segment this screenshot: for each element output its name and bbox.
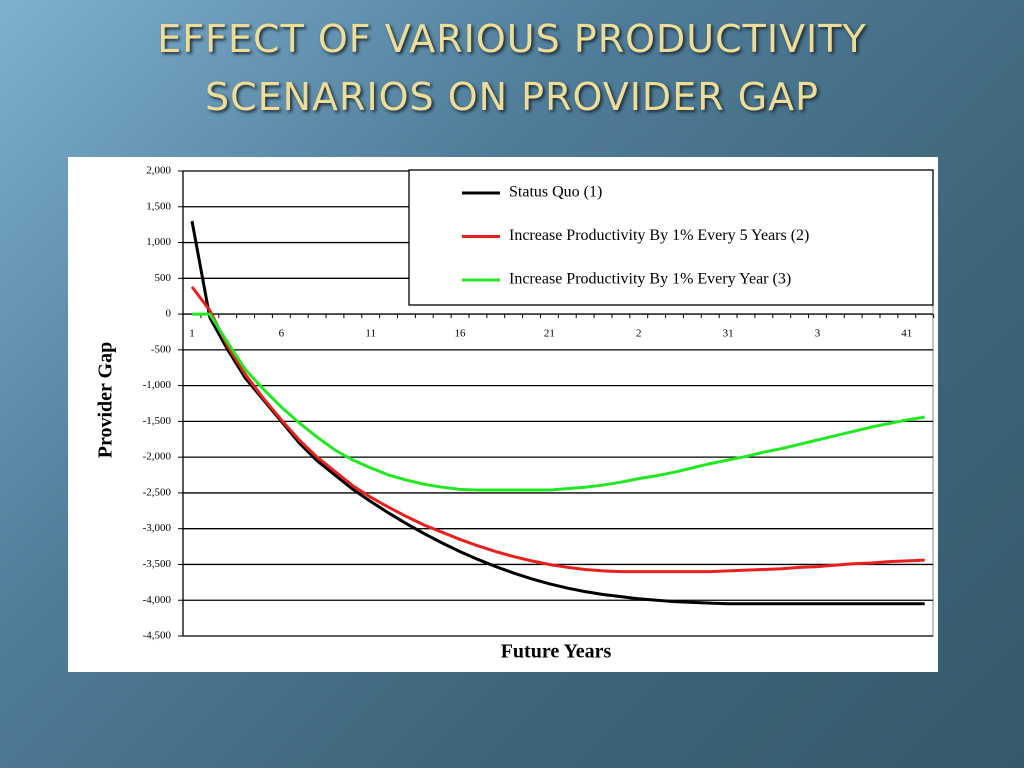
y-tick-label: 0 <box>166 308 172 320</box>
y-tick-label: -3,500 <box>143 558 172 570</box>
series-line <box>190 220 925 606</box>
x-tick-label: 41 <box>901 328 912 340</box>
series-line <box>190 285 925 574</box>
y-tick-label: 1,500 <box>146 200 171 212</box>
y-tick-label: 500 <box>155 272 172 284</box>
x-tick-label: 21 <box>544 328 555 340</box>
x-tick-label: 6 <box>279 328 285 340</box>
x-tick-label: 16 <box>455 328 467 340</box>
y-tick-label: -2,000 <box>143 451 172 463</box>
y-tick-label: 2,000 <box>146 165 171 177</box>
y-tick-label: -4,000 <box>143 594 172 606</box>
x-tick-label: 31 <box>723 328 734 340</box>
x-axis-label: Future Years <box>501 641 612 663</box>
y-tick-label: -1,500 <box>143 415 172 427</box>
x-tick-label: 2 <box>636 328 642 340</box>
y-tick-label: -500 <box>151 343 172 355</box>
y-tick-label: -2,500 <box>143 486 172 498</box>
y-tick-label: -4,500 <box>143 630 172 642</box>
x-tick-label: 1 <box>189 328 195 340</box>
y-tick-label: 1,000 <box>146 236 171 248</box>
y-tick-label: -3,000 <box>143 522 172 534</box>
legend-label: Status Quo (1) <box>509 184 602 201</box>
series-line <box>192 312 925 492</box>
x-tick-label: 3 <box>815 328 821 340</box>
legend-label: Increase Productivity By 1% Every Year (… <box>509 271 791 288</box>
slide-title: EFFECT OF VARIOUS PRODUCTIVITY SCENARIOS… <box>157 17 867 119</box>
x-tick-label: 11 <box>365 328 376 340</box>
y-axis-label: Provider Gap <box>95 342 117 458</box>
legend-label: Increase Productivity By 1% Every 5 Year… <box>509 227 809 244</box>
y-tick-label: -1,000 <box>143 379 172 391</box>
